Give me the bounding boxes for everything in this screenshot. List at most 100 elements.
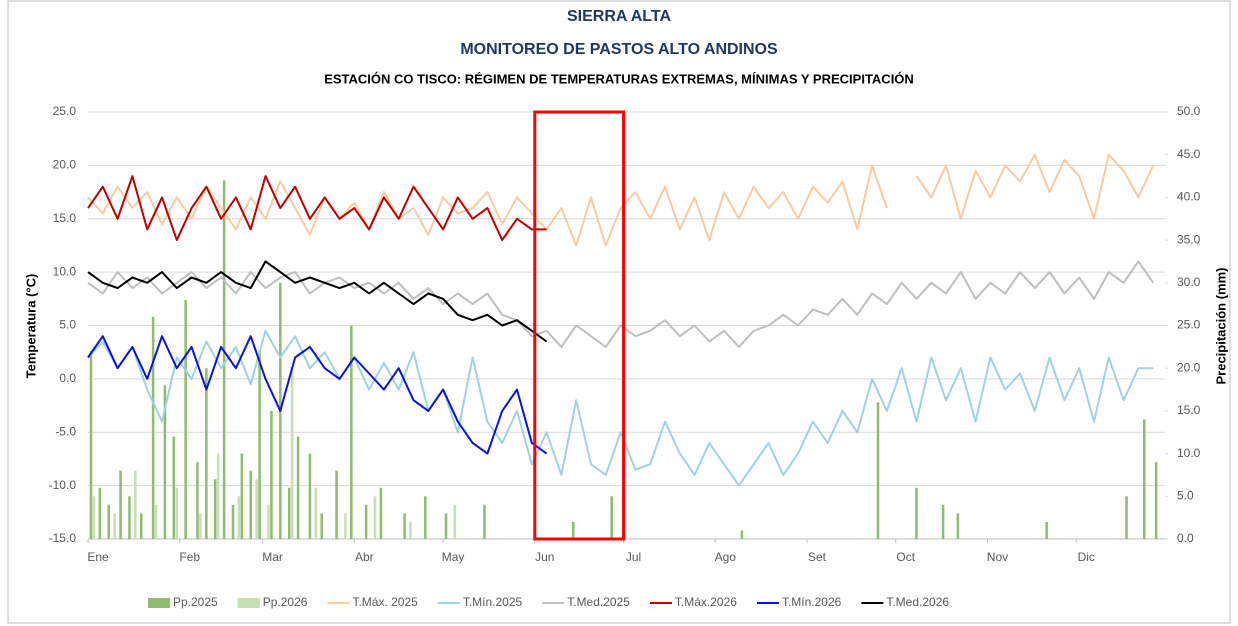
y2-tick-label: 20.0 bbox=[1177, 360, 1201, 374]
precip-bar bbox=[231, 504, 235, 539]
precip-bar bbox=[113, 513, 116, 539]
precip-bar bbox=[199, 513, 202, 539]
temperature-line bbox=[87, 329, 1154, 487]
precip-bar bbox=[1143, 419, 1146, 539]
chart-subtitle: ESTACIÓN CO TISCO: RÉGIMEN DE TEMPERATUR… bbox=[324, 71, 914, 86]
precip-bar bbox=[213, 479, 217, 539]
precip-bar bbox=[379, 487, 383, 539]
precip-bar bbox=[240, 453, 244, 539]
y2-tick-label: 15.0 bbox=[1177, 403, 1201, 417]
precip-bar bbox=[154, 504, 158, 539]
x-tick-label: Dic bbox=[1078, 550, 1095, 564]
precip-bar bbox=[320, 513, 324, 539]
lines bbox=[87, 153, 1155, 487]
legend-label: T.Máx.2026 bbox=[675, 595, 737, 609]
x-tick-label: Feb bbox=[179, 550, 200, 564]
precip-bar bbox=[134, 470, 137, 539]
precip-bar bbox=[314, 487, 318, 539]
precip-bar bbox=[237, 496, 241, 539]
precip-bar bbox=[409, 521, 412, 539]
precip-bar bbox=[290, 368, 294, 539]
temperature-line bbox=[87, 335, 548, 455]
precip-bar bbox=[1125, 496, 1128, 539]
precip-bar bbox=[483, 504, 486, 539]
precip-bar bbox=[287, 487, 291, 539]
precip-bar bbox=[308, 453, 312, 539]
highlight-box bbox=[533, 110, 626, 541]
temperature-line bbox=[87, 153, 1155, 247]
overlay bbox=[533, 110, 626, 541]
y2-tick-label: 5.0 bbox=[1177, 488, 1194, 502]
precip-bar bbox=[140, 513, 143, 539]
y2-tick-label: 30.0 bbox=[1177, 275, 1201, 289]
precip-bar bbox=[270, 410, 273, 539]
legend-label: T.Mín.2026 bbox=[782, 595, 842, 609]
precip-bar bbox=[163, 385, 167, 539]
y-tick-label: -10.0 bbox=[49, 478, 77, 492]
temperature-line bbox=[87, 260, 548, 343]
y-tick-label: 10.0 bbox=[53, 264, 77, 278]
precip-bar bbox=[335, 470, 338, 539]
precip-bar bbox=[1045, 521, 1048, 539]
y2-tick-label: 35.0 bbox=[1177, 232, 1201, 246]
y-tick-label: -15.0 bbox=[49, 531, 77, 545]
precip-bar bbox=[571, 521, 575, 539]
x-tick-label: Abr bbox=[355, 550, 374, 564]
precip-bar bbox=[610, 496, 613, 539]
precip-bar bbox=[350, 325, 353, 539]
y-axis-title: Temperatura (°C) bbox=[23, 274, 38, 379]
precip-bar bbox=[403, 513, 406, 539]
precip-bar bbox=[941, 504, 945, 539]
precip-bar bbox=[296, 436, 300, 539]
precip-bar bbox=[222, 180, 226, 539]
y-tick-label: 0.0 bbox=[59, 371, 76, 385]
legend-swatch bbox=[237, 598, 260, 608]
precip-bar bbox=[196, 462, 199, 539]
x-tick-label: Ene bbox=[87, 550, 109, 564]
precip-bar bbox=[424, 496, 427, 539]
precip-bar bbox=[876, 402, 880, 539]
precip-bar bbox=[249, 470, 252, 539]
legend-label: T.Máx. 2025 bbox=[352, 595, 418, 609]
precip-bar bbox=[172, 436, 176, 539]
precip-bar bbox=[205, 368, 208, 539]
precip-bar bbox=[740, 530, 744, 539]
y-tick-label: 5.0 bbox=[59, 318, 76, 332]
precip-bar bbox=[444, 513, 448, 539]
x-tick-label: Jun bbox=[535, 550, 554, 564]
chart-title: SIERRA ALTA bbox=[567, 8, 671, 25]
x-tick-label: Ago bbox=[715, 550, 737, 564]
precip-bar bbox=[175, 487, 179, 539]
y2-tick-label: 0.0 bbox=[1177, 531, 1194, 545]
bars bbox=[89, 180, 1158, 539]
x-tick-label: May bbox=[442, 550, 465, 564]
chart-title-2: MONITOREO DE PASTOS ALTO ANDINOS bbox=[460, 41, 778, 58]
legend: Pp.2025 Pp.2026 T.Máx. 2025 T.Mín.2025 T.Med… bbox=[148, 595, 949, 609]
y2-tick-label: 10.0 bbox=[1177, 446, 1201, 460]
y2-axis-title: Precipitación (mm) bbox=[1213, 267, 1228, 384]
precip-bar bbox=[92, 496, 96, 539]
precip-bar bbox=[89, 351, 93, 539]
x-tick-label: Set bbox=[808, 550, 827, 564]
legend-label: T.Mín.2025 bbox=[463, 595, 523, 609]
temperature-line bbox=[87, 260, 1155, 348]
grid: -15.0 -10.0 -5.0 0.0 5.0 10.0 15.0 20.0 25.0 0.0 5… bbox=[49, 104, 1201, 564]
precip-bar bbox=[1154, 462, 1158, 539]
temperature-line bbox=[87, 175, 547, 242]
precip-bar bbox=[956, 513, 960, 539]
precip-bar bbox=[255, 479, 258, 539]
precip-bar bbox=[151, 316, 155, 539]
precip-bar bbox=[98, 487, 102, 539]
y2-tick-label: 40.0 bbox=[1177, 190, 1201, 204]
y2-tick-label: 25.0 bbox=[1177, 318, 1201, 332]
x-tick-label: Jul bbox=[626, 550, 641, 564]
precip-bar bbox=[267, 504, 270, 539]
precip-bar bbox=[119, 470, 122, 539]
precip-bar bbox=[128, 496, 131, 539]
precip-bar bbox=[453, 504, 457, 539]
y-tick-label: -5.0 bbox=[55, 424, 76, 438]
precip-bar bbox=[258, 351, 261, 539]
precip-bar bbox=[216, 453, 220, 539]
precip-bar bbox=[107, 504, 110, 539]
